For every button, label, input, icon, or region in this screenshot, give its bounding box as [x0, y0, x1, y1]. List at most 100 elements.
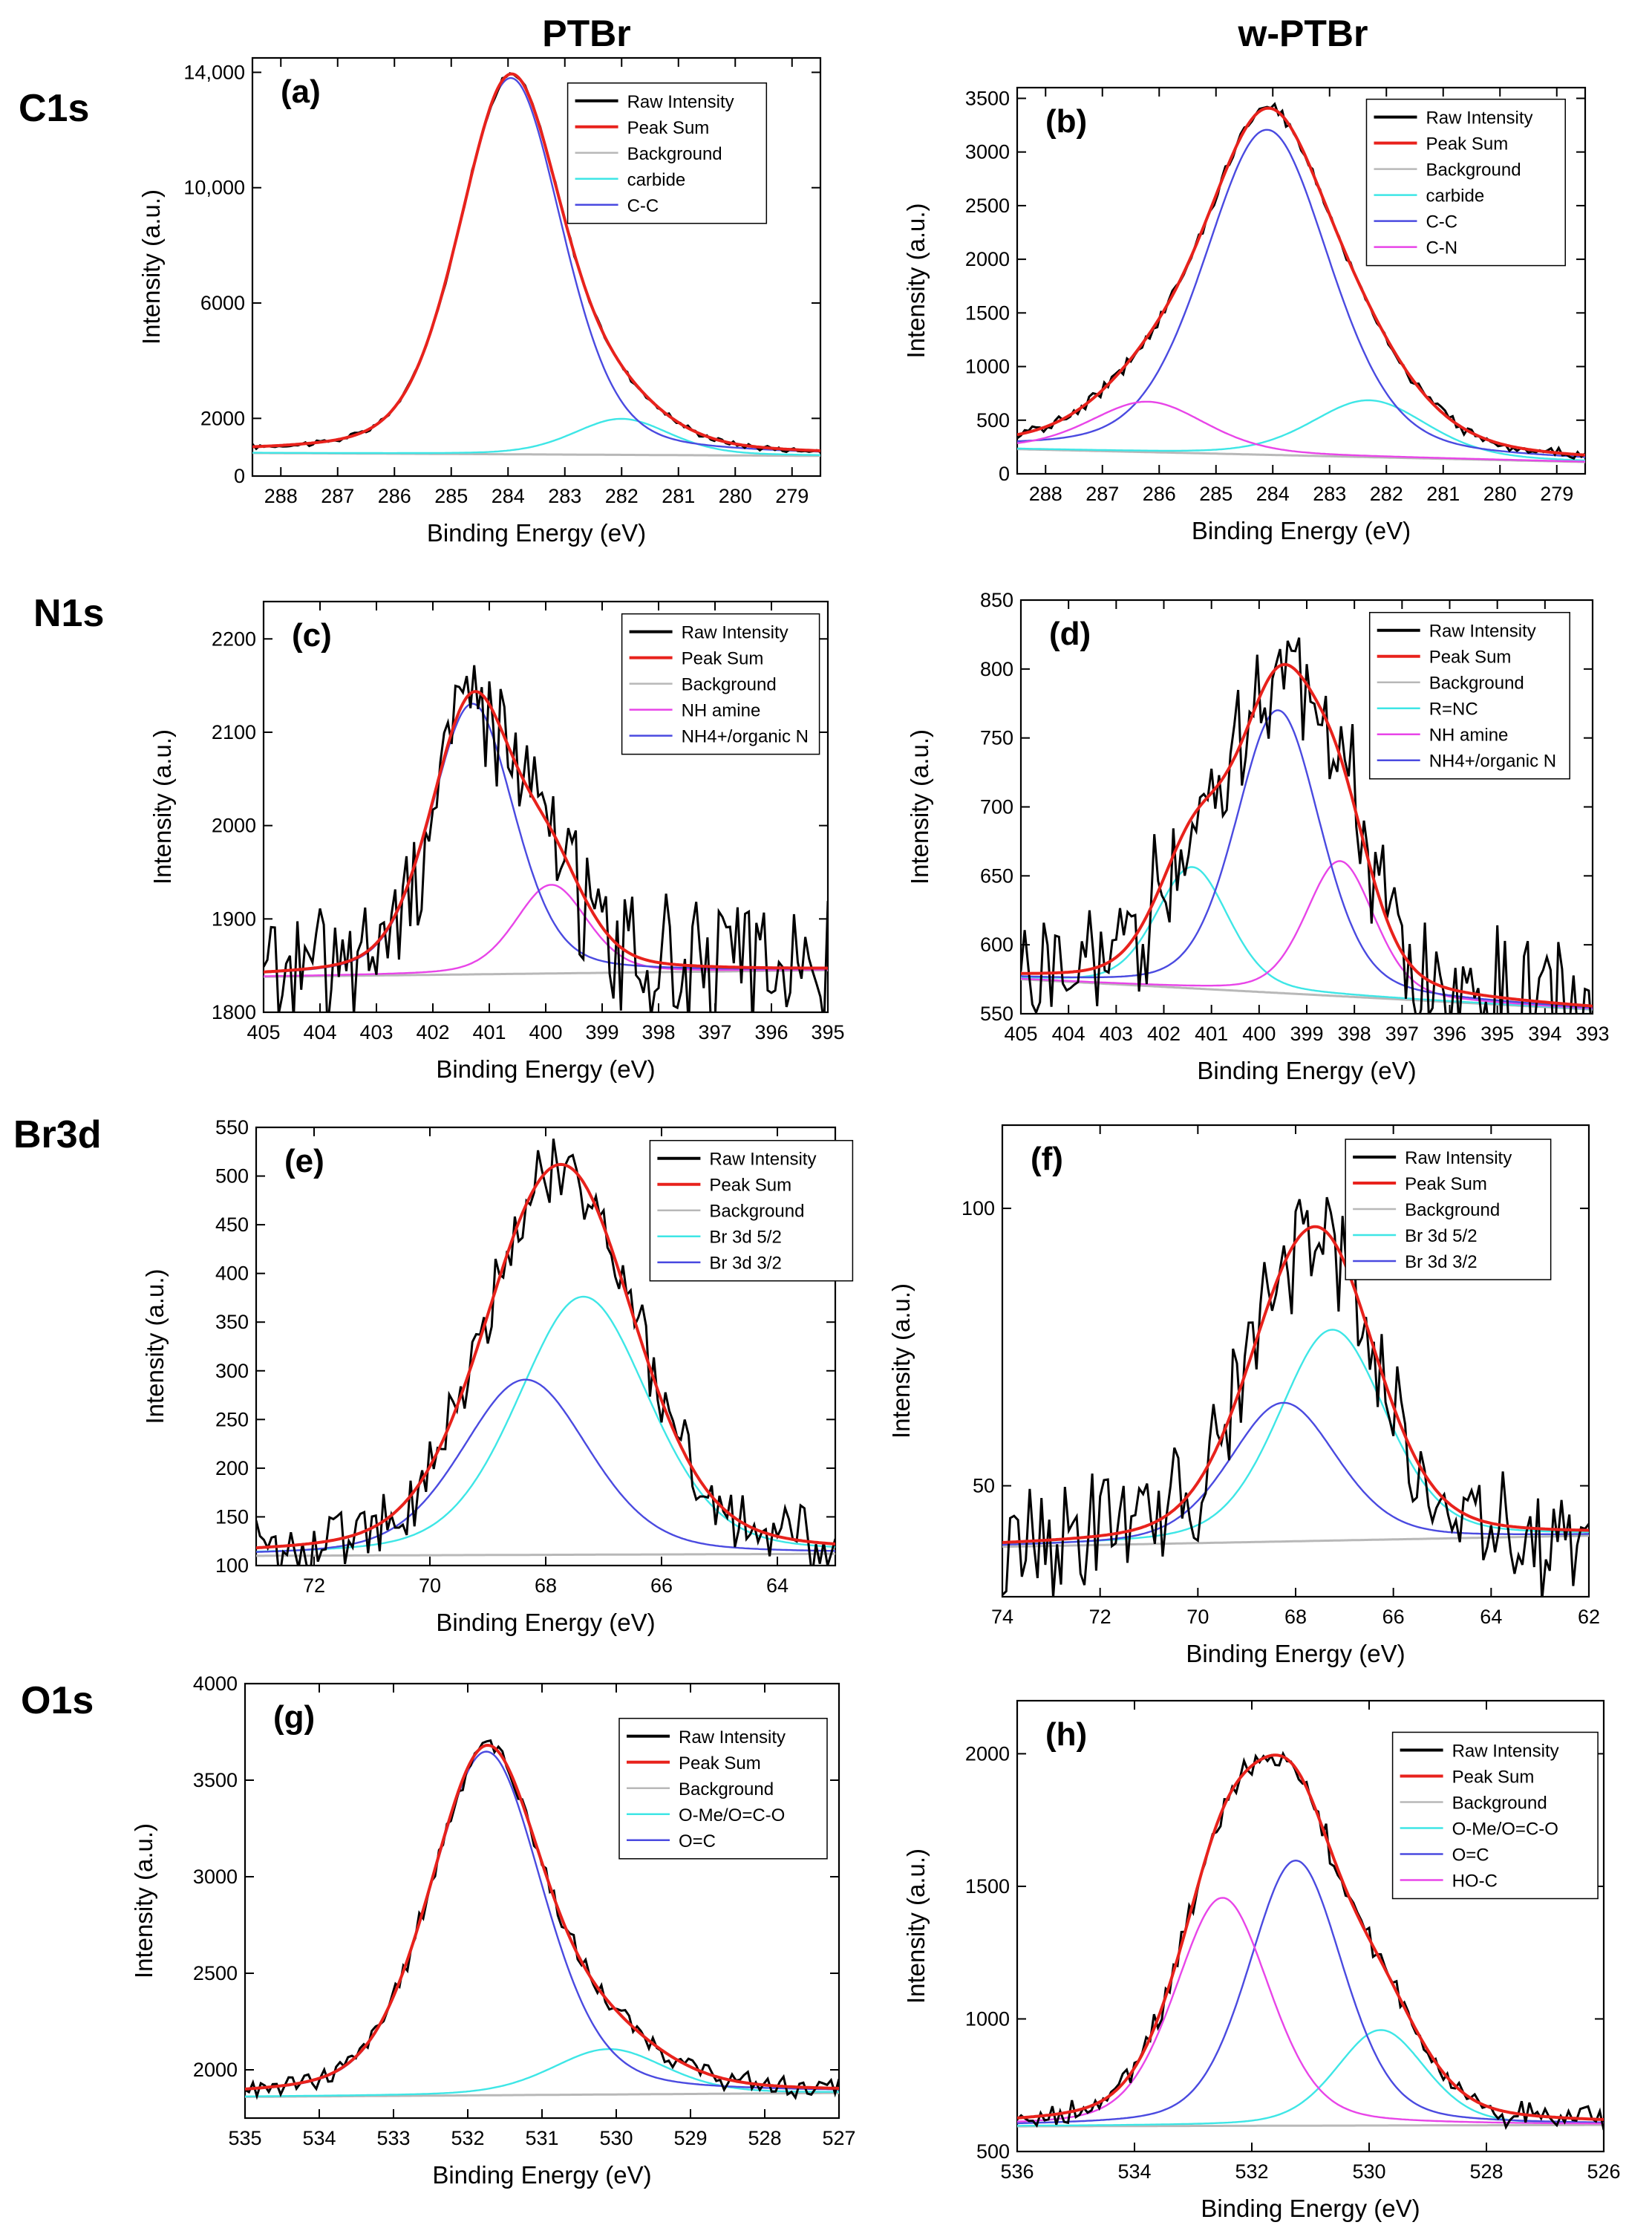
x-tick-label: 528 — [748, 2127, 781, 2149]
y-axis-label: Intensity (a.u.) — [148, 729, 176, 885]
legend-entry: O=C — [1452, 1845, 1489, 1865]
x-tick-label: 280 — [719, 485, 752, 507]
peak-sum-curve — [1002, 1225, 1589, 1544]
peak-sum-curve — [245, 1743, 839, 2091]
x-tick-label: 62 — [1578, 1606, 1600, 1628]
x-tick-label: 70 — [1186, 1606, 1209, 1628]
chart-panel-g: 535 534 533 532 531 530 529 528 527 2000 2500 3000 3… — [130, 1672, 856, 2189]
legend-entry: Peak Sum — [709, 1176, 791, 1196]
x-tick-label: 286 — [378, 485, 411, 507]
component-curve — [252, 417, 820, 456]
legend-entry: NH amine — [1429, 726, 1509, 746]
x-tick-label: 279 — [1540, 483, 1573, 505]
y-tick-label: 2000 — [965, 248, 1010, 270]
y-tick-label: 300 — [215, 1360, 249, 1382]
y-tick-label: 3500 — [193, 1769, 238, 1791]
y-axis-label: Intensity (a.u.) — [141, 1268, 169, 1424]
y-tick-label: 1500 — [965, 302, 1010, 324]
legend-entry: Background — [679, 1779, 774, 1799]
legend-entry: Raw Intensity — [709, 1150, 816, 1170]
legend-entry: R=NC — [1429, 700, 1478, 720]
row-label-o1s: O1s — [21, 1679, 94, 1722]
x-tick-label: 72 — [303, 1574, 325, 1597]
chart-panel-b: 288 287 286 285 284 283 282 281 280 279 0 500 1000 15… — [902, 86, 1587, 544]
x-tick-label: 287 — [321, 485, 354, 507]
x-tick-label: 405 — [1004, 1023, 1037, 1045]
x-tick-label: 404 — [1052, 1023, 1085, 1045]
y-tick-label: 3500 — [965, 87, 1010, 109]
y-tick-label: 1800 — [212, 1001, 256, 1023]
panel-label: (c) — [292, 617, 332, 654]
x-tick-label: 532 — [1235, 2160, 1268, 2183]
x-axis-label: Binding Energy (eV) — [427, 519, 646, 547]
legend-entry: Background — [709, 1202, 804, 1222]
peak-sum-curve — [1017, 106, 1585, 457]
y-tick-label: 1000 — [965, 2007, 1010, 2030]
background-curve — [256, 1552, 835, 1557]
x-tick-label: 395 — [1480, 1023, 1514, 1045]
peak-sum-curve — [264, 690, 828, 974]
panel-label: (b) — [1045, 103, 1087, 140]
chart-panel-f: 74 72 70 68 66 64 62 50 100 Binding Energy (eV) In… — [887, 1124, 1600, 1667]
x-tick-label: 398 — [1338, 1023, 1371, 1045]
legend-box — [1368, 611, 1570, 780]
legend: Raw Intensity Peak Sum Background NH amine N… — [621, 613, 820, 755]
y-tick-label: 10,000 — [183, 177, 245, 199]
row-label-c1s: C1s — [19, 87, 89, 130]
legend-entry: O-Me/O=C-O — [1452, 1819, 1558, 1839]
legend-entry: Peak Sum — [682, 649, 764, 669]
legend-entry: O-Me/O=C-O — [679, 1805, 785, 1825]
legend-entry: Raw Intensity — [1426, 108, 1532, 128]
x-tick-label: 284 — [1256, 483, 1290, 505]
y-tick-label: 2000 — [200, 407, 245, 429]
peak-sum-curve — [252, 72, 820, 452]
x-tick-label: 282 — [1370, 483, 1403, 505]
panel-label: (f) — [1031, 1141, 1063, 1177]
x-tick-label: 532 — [451, 2127, 484, 2149]
x-tick-label: 283 — [548, 485, 581, 507]
x-tick-label: 279 — [775, 485, 809, 507]
chart-panel-d: 405 404 403 402 401 400 399 398 397 396 395 394 393 5… — [906, 589, 1610, 1084]
legend-entry: Background — [1426, 160, 1521, 180]
x-tick-label: 68 — [1284, 1606, 1307, 1628]
x-tick-label: 528 — [1469, 2160, 1503, 2183]
x-tick-label: 400 — [529, 1021, 562, 1043]
legend-entry: Raw Intensity — [679, 1727, 786, 1747]
y-axis-label: Intensity (a.u.) — [137, 189, 165, 345]
legend-entry: Peak Sum — [679, 1753, 761, 1773]
x-tick-label: 404 — [303, 1021, 336, 1043]
x-tick-label: 280 — [1483, 483, 1517, 505]
x-tick-label: 68 — [535, 1574, 557, 1597]
x-tick-label: 399 — [1290, 1023, 1323, 1045]
legend-entry: Background — [1452, 1793, 1547, 1813]
legend-entry: C-C — [627, 196, 659, 216]
background-curve — [1002, 1534, 1589, 1548]
legend-entry: Peak Sum — [627, 118, 710, 138]
component-curve — [1017, 1897, 1604, 2125]
x-tick-label: 401 — [1195, 1023, 1228, 1045]
x-tick-label: 72 — [1089, 1606, 1111, 1628]
x-axis-label: Binding Energy (eV) — [1197, 1057, 1416, 1084]
y-tick-label: 650 — [980, 864, 1013, 887]
y-axis-label: Intensity (a.u.) — [902, 1848, 930, 2004]
background-curve — [264, 968, 828, 978]
legend: Raw Intensity Peak Sum Background O-Me/O=C-… — [1391, 1731, 1599, 1900]
legend-entry: carbide — [1426, 186, 1484, 206]
x-tick-label: 527 — [822, 2127, 855, 2149]
component-curve — [1021, 866, 1593, 1011]
raw-intensity-curve — [264, 665, 828, 1012]
y-tick-label: 2500 — [965, 195, 1010, 217]
peak-sum-curve — [256, 1162, 835, 1550]
x-tick-label: 534 — [302, 2127, 336, 2149]
x-tick-label: 395 — [811, 1021, 844, 1043]
x-tick-label: 283 — [1313, 483, 1346, 505]
y-tick-label: 600 — [980, 934, 1013, 956]
x-tick-label: 529 — [673, 2127, 707, 2149]
x-tick-label: 74 — [991, 1606, 1013, 1628]
y-tick-label: 2100 — [212, 721, 256, 743]
legend-entry: NH amine — [682, 701, 761, 721]
y-tick-label: 700 — [980, 796, 1013, 818]
legend-entry: Peak Sum — [1405, 1174, 1487, 1194]
y-axis-label: Intensity (a.u.) — [130, 1823, 157, 1978]
peak-sum-curve — [1021, 662, 1593, 1008]
